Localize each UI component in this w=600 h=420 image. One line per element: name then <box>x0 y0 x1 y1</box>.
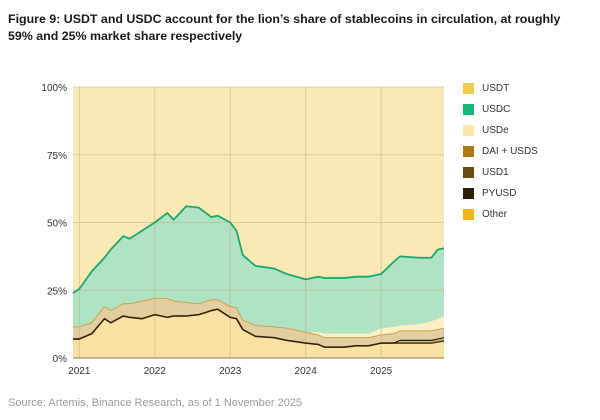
source-note: Source: Artemis, Binance Research, as of… <box>8 397 303 409</box>
legend-label: DAI + USDS <box>482 146 538 157</box>
legend-swatch <box>463 188 474 199</box>
legend-swatch <box>463 125 474 136</box>
legend-item: DAI + USDS <box>463 141 538 162</box>
figure-title: Figure 9: USDT and USDC account for the … <box>8 12 561 43</box>
legend-swatch <box>463 209 474 220</box>
plot-background <box>73 87 444 358</box>
y-tick-label: 25% <box>47 286 67 297</box>
x-tick-label: 2022 <box>144 366 167 377</box>
legend-swatch <box>463 83 474 94</box>
y-tick-label: 100% <box>41 83 67 94</box>
area-dai-usds <box>73 298 444 348</box>
line-usd1 <box>73 308 445 348</box>
x-tick-label: 2021 <box>68 366 91 377</box>
x-tick-label: 2023 <box>219 366 242 377</box>
legend: USDT USDC USDe DAI + USDS USD1 PYUSD Other <box>463 78 538 225</box>
x-tick-label: 2025 <box>370 366 393 377</box>
legend-label: Other <box>482 209 508 220</box>
legend-item: USDT <box>463 78 538 99</box>
legend-item: USD1 <box>463 162 538 183</box>
y-tick-label: 75% <box>47 151 67 162</box>
legend-item: Other <box>463 204 538 225</box>
legend-label: USD1 <box>482 167 509 178</box>
area-other <box>73 309 444 358</box>
area-usdc <box>73 206 444 334</box>
y-tick-label: 0% <box>53 354 68 365</box>
line-usdc <box>72 205 445 294</box>
legend-label: USDC <box>482 104 511 115</box>
legend-label: USDT <box>482 83 510 94</box>
legend-item: PYUSD <box>463 183 538 204</box>
legend-swatch <box>463 104 474 115</box>
legend-label: PYUSD <box>482 188 517 199</box>
legend-item: USDe <box>463 120 538 141</box>
line-dai-usds <box>73 297 445 339</box>
y-tick-label: 50% <box>47 219 67 230</box>
legend-item: USDC <box>463 99 538 120</box>
area-usdt <box>73 87 444 293</box>
legend-swatch <box>463 167 474 178</box>
legend-label: USDe <box>482 125 509 136</box>
legend-swatch <box>463 146 474 157</box>
x-tick-label: 2024 <box>295 366 318 377</box>
